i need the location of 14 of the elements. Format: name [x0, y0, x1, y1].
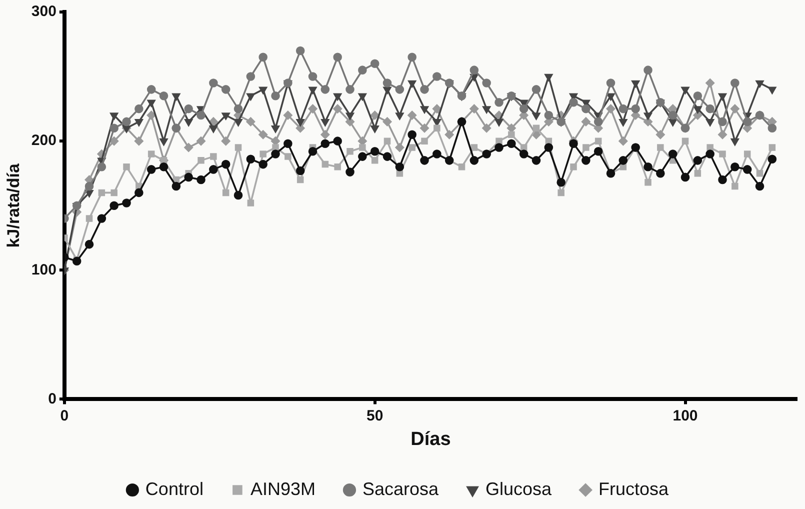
legend-label: Fructosa — [598, 478, 670, 499]
x-axis-title: Días — [410, 428, 451, 450]
y-axis-title: kJ/rata/día — [4, 163, 23, 248]
x-tick-label: 100 — [672, 407, 698, 424]
y-tick-label: 200 — [31, 132, 56, 150]
y-tick-label: 0 — [48, 390, 56, 408]
y-tick-label: 300 — [31, 3, 56, 20]
x-tick-label: 0 — [60, 407, 69, 424]
legend-label: AIN93M — [250, 478, 316, 499]
x-tick-label: 50 — [366, 407, 384, 424]
legend-label: Control — [145, 478, 204, 499]
y-tick-label: 100 — [31, 261, 56, 278]
legend-label: Glucosa — [486, 478, 553, 499]
legend-label: Sacarosa — [362, 478, 440, 499]
